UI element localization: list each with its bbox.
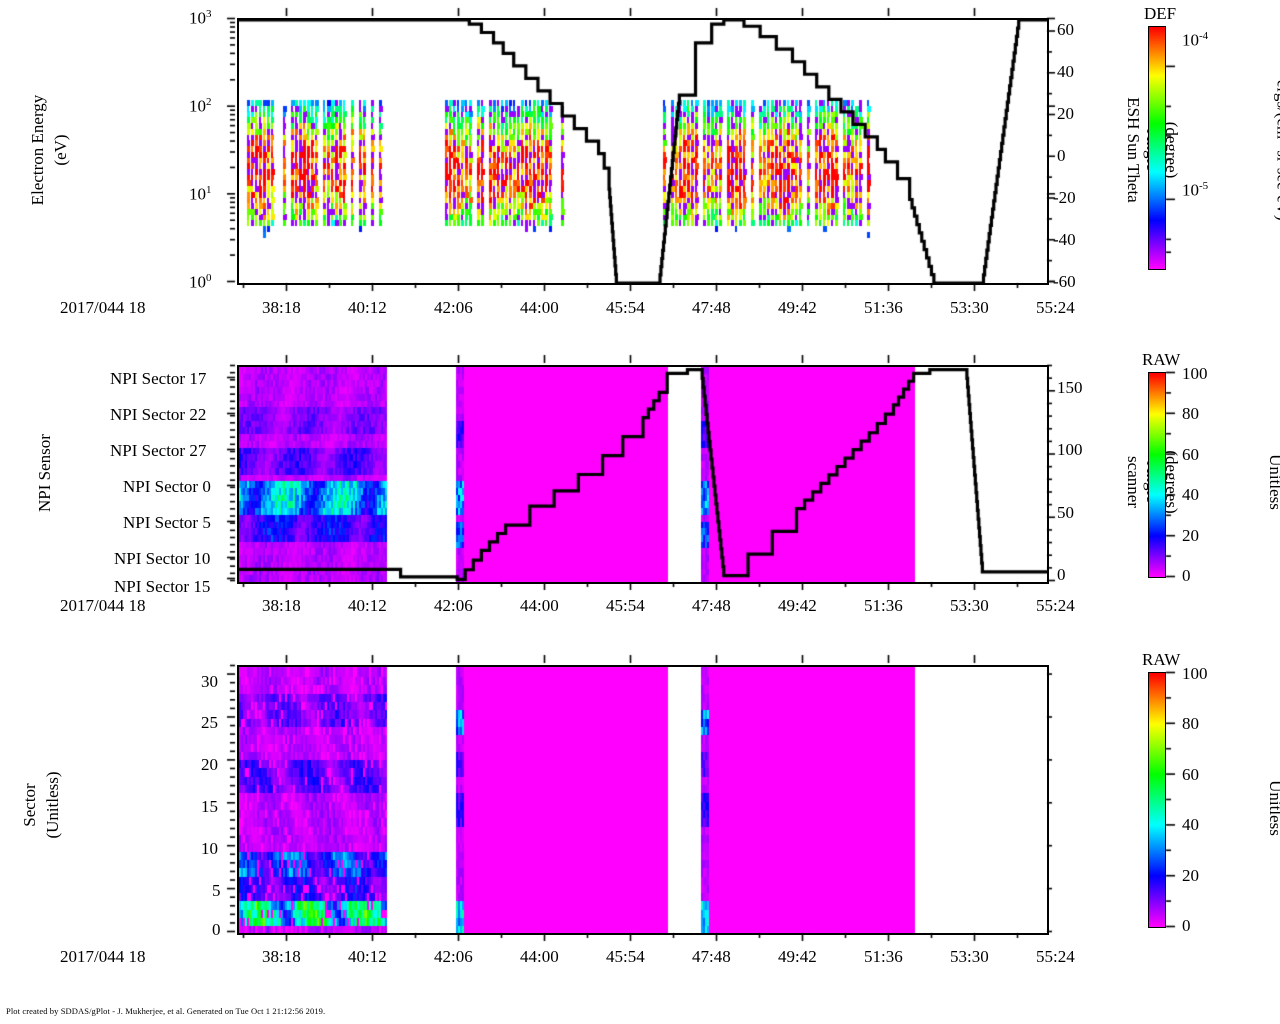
panel3-ytick-25: 25 — [201, 713, 218, 732]
sector-spectrogram-canvas — [239, 667, 1047, 933]
panel3-ylabel-line2: (Unitless) — [43, 771, 62, 839]
panel1-colorbar-unit: ergs/(cm2-sr-sec-eV) — [1273, 79, 1280, 221]
panel1-right-tick-40: 40 — [1057, 62, 1074, 81]
panel1-xtick-7: 51:36 — [864, 298, 903, 317]
panel3-colorbar-tick-40: 40 — [1182, 815, 1199, 834]
panel1-xtick-9: 55:24 — [1036, 298, 1075, 317]
panel-electron-energy — [237, 18, 1049, 285]
panel1-right-tick-m40: -40 — [1053, 230, 1076, 249]
panel2-right-tick-0: 0 — [1057, 565, 1066, 584]
panel3-ytick-20: 20 — [201, 755, 218, 774]
npi-sensor-spectrogram-canvas — [239, 367, 1047, 582]
panel1-xtick-5: 47:48 — [692, 298, 731, 317]
panel-sector — [237, 665, 1049, 935]
panel1-right-tick-m60: -60 — [1053, 272, 1076, 291]
panel3-colorbar-tick-0: 0 — [1182, 916, 1191, 935]
panel2-xtick-5: 47:48 — [692, 596, 731, 615]
panel3-xtick-0: 38:18 — [262, 947, 301, 966]
panel2-colorbar-unit: Unitless — [1266, 454, 1280, 510]
panel2-right-tick-100: 100 — [1057, 440, 1083, 459]
panel2-right-tick-150: 150 — [1057, 378, 1083, 397]
panel2-ytick-sector5: NPI Sector 5 — [123, 513, 211, 532]
panel3-colorbar — [1148, 672, 1166, 928]
panel3-colorbar-title: RAW — [1142, 650, 1181, 669]
panel1-ylabel-line2: (eV) — [51, 134, 70, 166]
panel2-right-label-scanner: scanner — [1124, 456, 1143, 508]
panel2-colorbar-tick-80: 80 — [1182, 404, 1199, 423]
panel2-xtick-2: 42:06 — [434, 596, 473, 615]
panel2-ytick-sector22: NPI Sector 22 — [110, 405, 207, 424]
panel2-colorbar-tick-40: 40 — [1182, 485, 1199, 504]
panel1-xtick-2: 42:06 — [434, 298, 473, 317]
panel1-right-tick-60: 60 — [1057, 20, 1074, 39]
panel2-ytick-sector15: NPI Sector 15 — [114, 577, 211, 596]
panel3-xtick-8: 53:30 — [950, 947, 989, 966]
panel2-xtick-0: 38:18 — [262, 596, 301, 615]
panel2-colorbar — [1148, 372, 1166, 578]
panel2-xtick-6: 49:42 — [778, 596, 817, 615]
panel3-ytick-10: 10 — [201, 839, 218, 858]
panel1-ytick-1: 100 — [189, 272, 212, 292]
panel2-colorbar-tick-0: 0 — [1182, 566, 1191, 585]
panel2-ytick-sector10: NPI Sector 10 — [114, 549, 211, 568]
panel3-colorbar-tick-100: 100 — [1182, 664, 1208, 683]
panel3-xtick-7: 51:36 — [864, 947, 903, 966]
panel-npi-sensor — [237, 365, 1049, 584]
panel2-ytick-sector27: NPI Sector 27 — [110, 441, 207, 460]
panel2-colorbar-tick-60: 60 — [1182, 445, 1199, 464]
panel1-xtick-1: 40:12 — [348, 298, 387, 317]
panel2-right-tick-50: 50 — [1057, 503, 1074, 522]
panel1-xlabel-date: 2017/044 18 — [60, 298, 146, 317]
panel3-colorbar-tick-20: 20 — [1182, 866, 1199, 885]
panel2-xtick-7: 51:36 — [864, 596, 903, 615]
panel1-right-tick-m20: -20 — [1053, 188, 1076, 207]
panel1-xtick-0: 38:18 — [262, 298, 301, 317]
panel3-ytick-5: 5 — [212, 881, 221, 900]
panel3-ylabel-line1: Sector — [20, 783, 39, 827]
panel1-xtick-6: 49:42 — [778, 298, 817, 317]
panel2-colorbar-title: RAW — [1142, 350, 1181, 369]
panel2-xtick-3: 44:00 — [520, 596, 559, 615]
panel2-xlabel-date: 2017/044 18 — [60, 596, 146, 615]
panel1-colorbar-tick-1e-4: 10-4 — [1182, 30, 1209, 50]
panel3-xtick-5: 47:48 — [692, 947, 731, 966]
electron-energy-spectrogram-canvas — [239, 20, 1047, 283]
panel2-ylabel: NPI Sensor — [35, 434, 54, 512]
panel2-xtick-8: 53:30 — [950, 596, 989, 615]
panel3-xtick-2: 42:06 — [434, 947, 473, 966]
panel1-ylabel-line1: Electron Energy — [28, 94, 47, 206]
panel1-right-tick-0: 0 — [1057, 146, 1066, 165]
panel2-xtick-9: 55:24 — [1036, 596, 1075, 615]
panel1-colorbar-title: DEF — [1144, 4, 1177, 23]
panel3-xtick-4: 45:54 — [606, 947, 645, 966]
panel1-xtick-3: 44:00 — [520, 298, 559, 317]
panel2-xtick-1: 40:12 — [348, 596, 387, 615]
panel3-colorbar-tick-60: 60 — [1182, 765, 1199, 784]
panel2-ytick-sector17: NPI Sector 17 — [110, 369, 207, 388]
panel2-colorbar-tick-20: 20 — [1182, 526, 1199, 545]
panel3-ytick-30: 30 — [201, 672, 218, 691]
panel3-xtick-6: 49:42 — [778, 947, 817, 966]
panel1-xtick-4: 45:54 — [606, 298, 645, 317]
panel3-colorbar-tick-80: 80 — [1182, 714, 1199, 733]
panel2-xtick-4: 45:54 — [606, 596, 645, 615]
panel1-colorbar — [1148, 26, 1166, 270]
panel3-xtick-1: 40:12 — [348, 947, 387, 966]
panel1-ytick-1000: 103 — [189, 8, 212, 28]
panel1-xtick-8: 53:30 — [950, 298, 989, 317]
panel1-ytick-10: 101 — [189, 184, 212, 204]
panel3-colorbar-unit: Unitless — [1266, 780, 1280, 836]
panel3-xlabel-date: 2017/044 18 — [60, 947, 146, 966]
footer-credit: Plot created by SDDAS/gPlot - J. Mukherj… — [6, 1006, 326, 1016]
panel1-colorbar-tick-1e-5: 10-5 — [1182, 180, 1209, 200]
panel2-ytick-sector0: NPI Sector 0 — [123, 477, 211, 496]
panel3-ytick-15: 15 — [201, 797, 218, 816]
panel1-right-label-esh: ESH Sun Theta — [1124, 97, 1143, 203]
panel3-ytick-0: 0 — [212, 920, 221, 939]
panel3-xtick-3: 44:00 — [520, 947, 559, 966]
panel2-colorbar-tick-100: 100 — [1182, 364, 1208, 383]
panel3-xtick-9: 55:24 — [1036, 947, 1075, 966]
panel1-right-tick-20: 20 — [1057, 104, 1074, 123]
panel1-ytick-100: 102 — [189, 96, 212, 116]
